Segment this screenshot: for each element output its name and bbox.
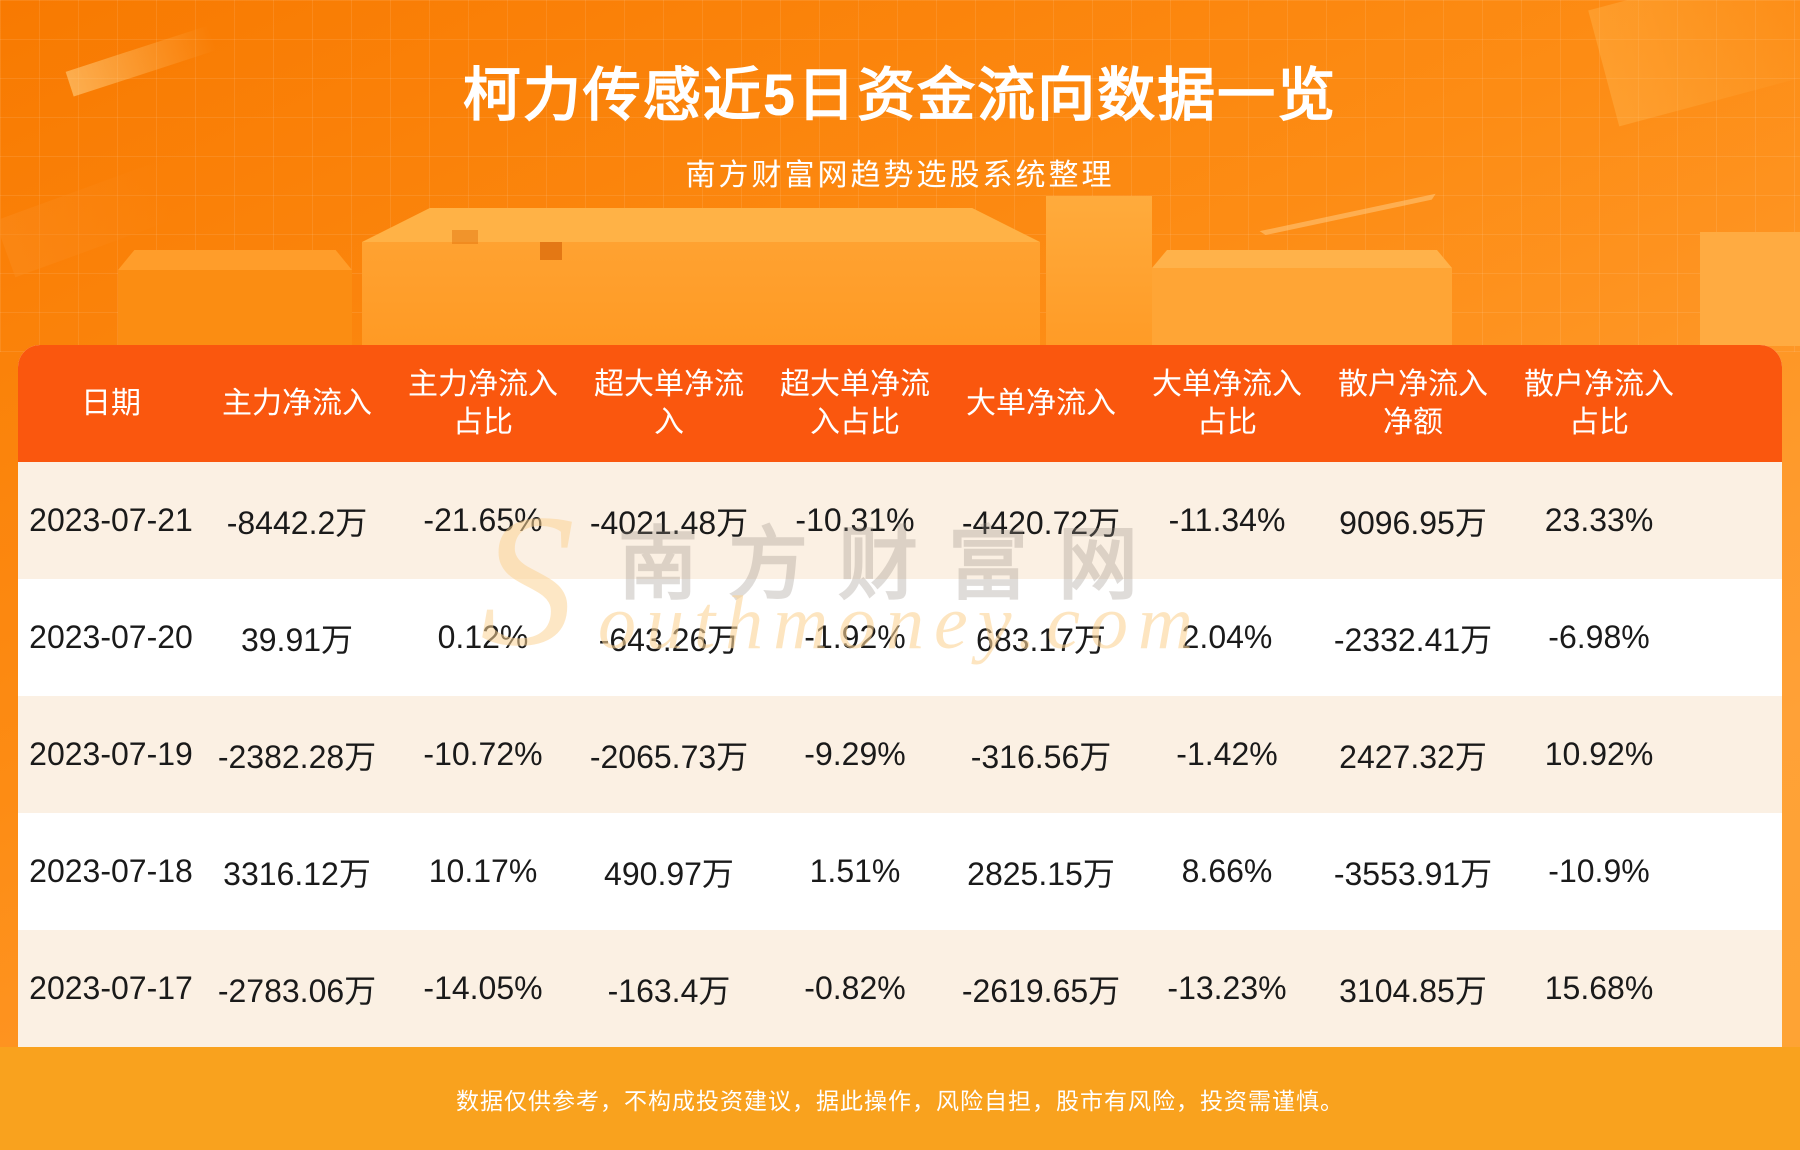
cell-large-net-pct: 2.04% (1181, 619, 1273, 655)
cell-main-net-pct: -21.65% (423, 502, 543, 538)
table-header-row: 日期 主力净流入 主力净流入 占比 超大单净流 入 超大单净流 入占比 大单净流… (18, 345, 1782, 462)
cell-large-net: -4420.72万 (961, 504, 1121, 541)
table-row: 2023-07-17 -2783.06万 -14.05% -163.4万 -0.… (18, 930, 1782, 1047)
col-header-main-net-pct: 主力净流入 占比 (408, 367, 558, 439)
fund-flow-table: 日期 主力净流入 主力净流入 占比 超大单净流 入 超大单净流 入占比 大单净流… (18, 345, 1782, 1047)
page-subtitle: 南方财富网趋势选股系统整理 (685, 159, 1115, 192)
cell-main-net: -2783.06万 (217, 972, 377, 1009)
cell-xl-net: -4021.48万 (589, 504, 749, 541)
cell-retail-net-pct: 15.68% (1544, 970, 1654, 1006)
cell-xl-net-pct: -0.82% (804, 970, 906, 1006)
podium-shape (1700, 232, 1800, 346)
cell-retail-net-pct: -10.9% (1548, 853, 1650, 889)
table-row: 2023-07-21 -8442.2万 -21.65% -4021.48万 -1… (18, 462, 1782, 579)
cell-date: 2023-07-18 (29, 853, 193, 889)
cell-main-net-pct: 0.12% (437, 619, 529, 655)
cell-large-net-pct: -13.23% (1167, 970, 1287, 1006)
cell-xl-net-pct: 1.51% (809, 853, 901, 889)
cell-date: 2023-07-17 (29, 970, 193, 1006)
podium-notch (540, 242, 562, 260)
cell-date: 2023-07-21 (29, 502, 193, 538)
col-header-xl-net: 超大单净流 入 (594, 367, 744, 439)
podium-shape (1152, 268, 1452, 346)
cell-main-net-pct: -10.72% (423, 736, 543, 772)
cell-large-net-pct: 8.66% (1181, 853, 1273, 889)
cell-xl-net-pct: -9.29% (804, 736, 906, 772)
table-row: 2023-07-20 39.91万 0.12% -643.26万 -1.92% … (18, 579, 1782, 696)
disclaimer-bar: 数据仅供参考，不构成投资建议，据此操作，风险自担，股市有风险，投资需谨慎。 (0, 1047, 1800, 1150)
page-title: 柯力传感近5日资金流向数据一览 (462, 63, 1338, 128)
disclaimer-text: 数据仅供参考，不构成投资建议，据此操作，风险自担，股市有风险，投资需谨慎。 (456, 1087, 1344, 1114)
col-header-retail-net: 散户净流入 净额 (1338, 367, 1488, 439)
podium-notch (452, 230, 478, 244)
cell-large-net: -316.56万 (970, 738, 1112, 775)
podium-shape (118, 270, 352, 346)
cell-xl-net-pct: -10.31% (795, 502, 915, 538)
cell-large-net-pct: -1.42% (1176, 736, 1278, 772)
cell-xl-net-pct: -1.92% (804, 619, 906, 655)
cell-large-net: -2619.65万 (961, 972, 1121, 1009)
cell-date: 2023-07-19 (29, 736, 193, 772)
podium-shape (362, 242, 1040, 346)
podium-shape (1046, 196, 1152, 346)
cell-large-net: 683.17万 (976, 621, 1106, 658)
cell-xl-net: -163.4万 (607, 972, 731, 1009)
col-header-date: 日期 (81, 386, 141, 420)
col-header-main-net: 主力净流入 (222, 386, 372, 420)
cell-retail-net: 9096.95万 (1339, 504, 1487, 541)
cell-large-net-pct: -11.34% (1168, 502, 1286, 538)
cell-main-net: -8442.2万 (226, 504, 368, 541)
table-row: 2023-07-19 -2382.28万 -10.72% -2065.73万 -… (18, 696, 1782, 813)
cell-retail-net-pct: 10.92% (1544, 736, 1654, 772)
cell-main-net: 39.91万 (240, 621, 354, 658)
cell-retail-net-pct: -6.98% (1548, 619, 1650, 655)
podium-shape (118, 250, 352, 270)
podium-shape (1152, 250, 1452, 268)
cell-xl-net: 490.97万 (604, 855, 734, 892)
cell-main-net: 3316.12万 (223, 855, 371, 892)
col-header-large-net-pct: 大单净流入 占比 (1152, 367, 1302, 439)
col-header-xl-net-pct: 超大单净流 入占比 (780, 367, 930, 439)
podium-shape (362, 208, 1040, 242)
table-row: 2023-07-18 3316.12万 10.17% 490.97万 1.51%… (18, 813, 1782, 930)
cell-main-net: -2382.28万 (217, 738, 377, 775)
cell-large-net: 2825.15万 (967, 855, 1115, 892)
cell-date: 2023-07-20 (29, 619, 193, 655)
cell-xl-net: -643.26万 (598, 621, 740, 658)
cell-xl-net: -2065.73万 (589, 738, 749, 775)
cell-retail-net: -3553.91万 (1333, 855, 1493, 892)
cell-retail-net: 2427.32万 (1339, 738, 1487, 775)
cell-retail-net: -2332.41万 (1333, 621, 1493, 658)
cell-main-net-pct: 10.17% (428, 853, 538, 889)
col-header-retail-net-pct: 散户净流入 占比 (1524, 367, 1674, 439)
col-header-large-net: 大单净流入 (966, 386, 1116, 420)
cell-retail-net: 3104.85万 (1339, 972, 1487, 1009)
cell-retail-net-pct: 23.33% (1544, 502, 1654, 538)
cell-main-net-pct: -14.05% (423, 970, 543, 1006)
